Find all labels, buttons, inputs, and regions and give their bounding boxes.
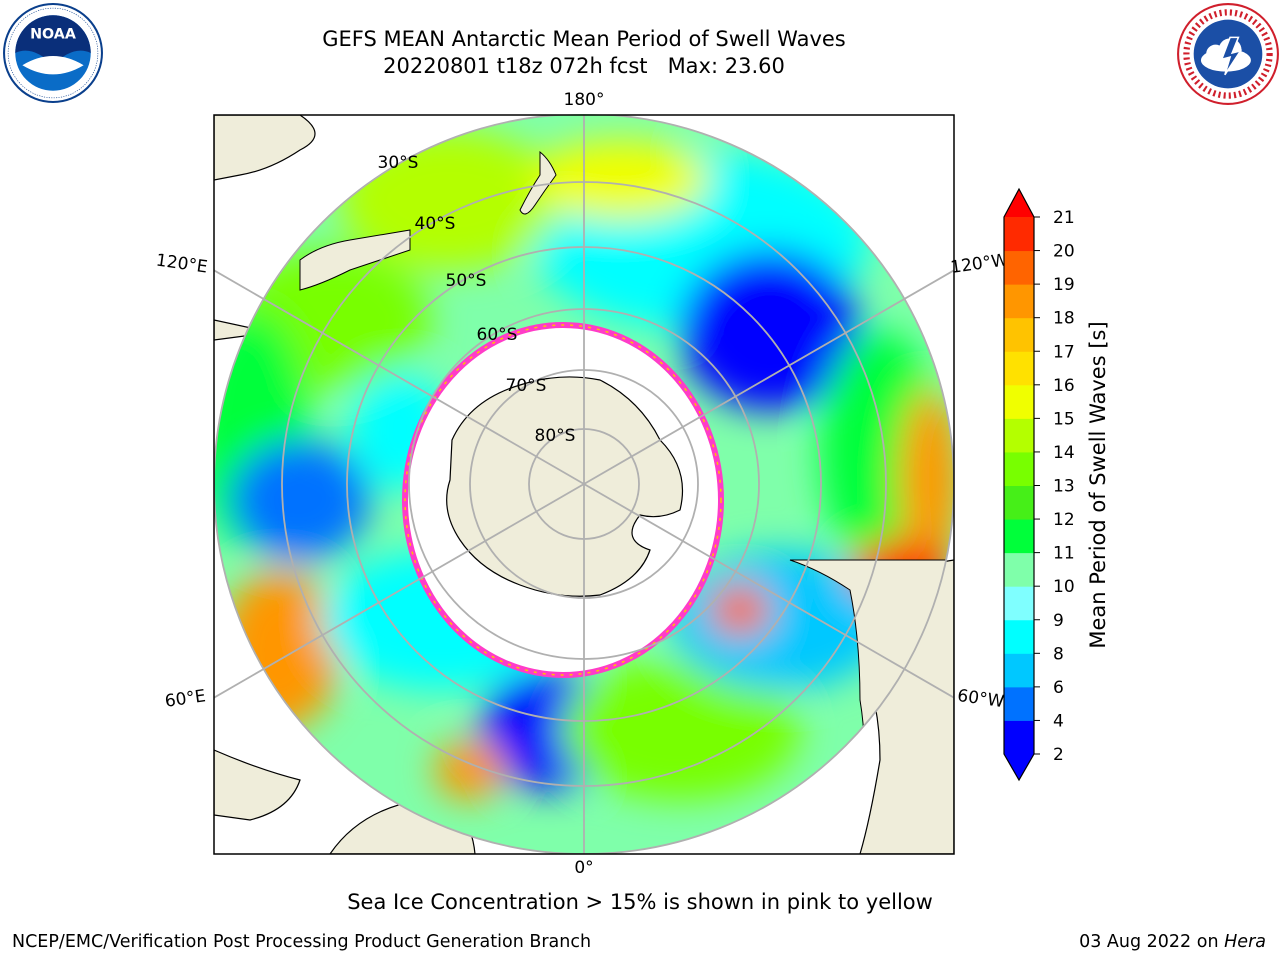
lat-label-30s: 30°S	[378, 153, 419, 173]
colorbar: 2 4 6 8 9 10 11 12 13 14 15 16 17 18 19 20 21	[1003, 187, 1075, 782]
colorbar-segment	[1004, 686, 1034, 721]
chart-title-line2: 20220801 t18z 072h fcst Max: 23.60	[383, 54, 785, 78]
lon-label-120e: 120°E	[155, 251, 209, 278]
lon-label-60w: 60°W	[956, 686, 1005, 712]
colorbar-segment	[1004, 418, 1034, 453]
colorbar-tick-label: 19	[1053, 275, 1075, 295]
map-border	[213, 114, 955, 855]
antarctica	[446, 376, 684, 597]
date-info: 03 Aug 2022 on Hera	[1079, 932, 1266, 952]
new-zealand	[519, 150, 557, 215]
colorbar-tick-label: 4	[1053, 711, 1064, 731]
colorbar-tick-label: 17	[1053, 342, 1075, 362]
date-text: 03 Aug 2022 on	[1079, 932, 1219, 952]
lat-label-40s: 40°S	[415, 214, 456, 234]
colorbar-segment	[1004, 619, 1034, 654]
colorbar-segment	[1004, 317, 1034, 352]
lon-label-60e: 60°E	[164, 686, 207, 711]
sea-ice-note: Sea Ice Concentration > 15% is shown in …	[347, 890, 933, 914]
colorbar-tick-label: 14	[1053, 443, 1075, 463]
colorbar-tick-label: 16	[1053, 376, 1075, 396]
colorbar-segment	[1004, 485, 1034, 520]
colorbar-segment	[1004, 720, 1034, 755]
svg-text:NOAA: NOAA	[30, 27, 76, 43]
colorbar-segment	[1004, 384, 1034, 419]
colorbar-tick-label: 20	[1053, 242, 1075, 262]
colorbar-tick-label: 6	[1053, 678, 1064, 698]
host-text: Hera	[1224, 932, 1266, 952]
lat-label-80s: 80°S	[535, 426, 576, 446]
colorbar-over-extension	[1004, 189, 1034, 217]
noaa-logo: NOAA	[3, 3, 103, 103]
chart-title-line1: GEFS MEAN Antarctic Mean Period of Swell…	[322, 27, 846, 51]
lon-label-120w: 120°W	[949, 250, 1009, 278]
colorbar-segment	[1004, 519, 1034, 554]
lat-label-50s: 50°S	[446, 271, 487, 291]
colorbar-tick-label: 11	[1053, 544, 1075, 564]
colorbar-tick-label: 15	[1053, 409, 1075, 429]
lat-label-60s: 60°S	[477, 325, 518, 345]
national-weather-service-logo	[1177, 3, 1279, 105]
colorbar-tick-label: 21	[1053, 208, 1075, 228]
colorbar-tick-label: 12	[1053, 510, 1075, 530]
colorbar-segment	[1004, 284, 1034, 319]
lon-label-180: 180°	[564, 90, 605, 110]
colorbar-segment	[1004, 351, 1034, 386]
colorbar-tick-label: 8	[1053, 644, 1064, 664]
colorbar-title: Mean Period of Swell Waves [s]	[1086, 321, 1110, 648]
colorbar-tick-label: 18	[1053, 309, 1075, 329]
colorbar-segment	[1004, 586, 1034, 621]
lat-label-70s: 70°S	[506, 376, 547, 396]
colorbar-tick-label: 10	[1053, 577, 1075, 597]
graticule	[214, 115, 954, 854]
colorbar-under-extension	[1004, 754, 1034, 780]
colorbar-tick-label: 13	[1053, 477, 1075, 497]
colorbar-segment	[1004, 552, 1034, 587]
colorbar-segment	[1004, 250, 1034, 285]
colorbar-tick-label: 2	[1053, 745, 1064, 765]
colorbar-segment	[1004, 217, 1034, 252]
colorbar-segment	[1004, 653, 1034, 688]
credit-text: NCEP/EMC/Verification Post Processing Pr…	[12, 932, 592, 952]
colorbar-tick-label: 9	[1053, 611, 1064, 631]
lon-label-0: 0°	[574, 858, 593, 878]
colorbar-segment	[1004, 451, 1034, 486]
